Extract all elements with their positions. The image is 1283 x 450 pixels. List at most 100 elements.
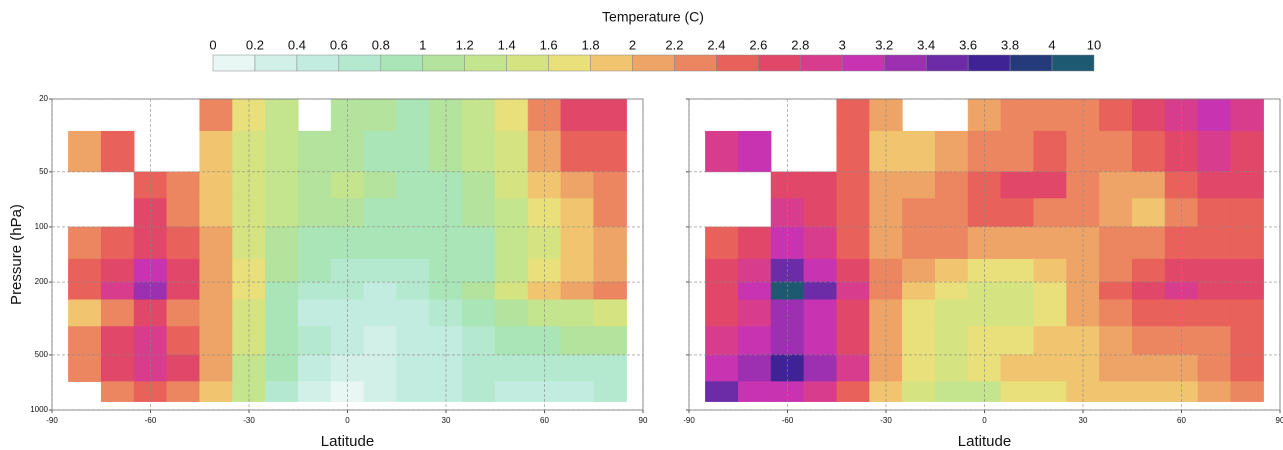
contour-cell bbox=[199, 171, 233, 199]
contour-cell bbox=[737, 354, 772, 382]
x-tick-label: -90 bbox=[46, 416, 58, 425]
contour-cell bbox=[836, 299, 870, 327]
colorbar-bin bbox=[800, 54, 843, 72]
colorbar-bin bbox=[380, 54, 424, 72]
contour-cell bbox=[560, 381, 595, 402]
contour-cell bbox=[705, 354, 739, 382]
contour-cell bbox=[1197, 354, 1232, 382]
colorbar-bin bbox=[1009, 54, 1053, 72]
contour-cell bbox=[705, 258, 739, 283]
contour-cell bbox=[1164, 299, 1199, 327]
contour-cell bbox=[967, 354, 1002, 382]
contour-cell bbox=[836, 258, 870, 283]
contour-cell bbox=[836, 354, 870, 382]
contour-cell bbox=[462, 326, 496, 356]
contour-cell bbox=[462, 381, 496, 402]
contour-cell bbox=[593, 299, 627, 327]
contour-cell bbox=[869, 226, 903, 260]
contour-cell bbox=[1033, 381, 1067, 402]
contour-cell bbox=[462, 130, 496, 173]
contour-cell bbox=[494, 381, 529, 402]
contour-cell bbox=[396, 299, 430, 327]
contour-cell bbox=[836, 326, 870, 356]
contour-cell bbox=[494, 130, 529, 173]
contour-cell bbox=[934, 171, 969, 199]
contour-cell bbox=[363, 354, 398, 382]
contour-cell bbox=[363, 171, 398, 199]
contour-cell bbox=[803, 171, 838, 199]
colorbar-label: 1.8 bbox=[582, 37, 600, 52]
colorbar-bin bbox=[254, 54, 298, 72]
contour-cell bbox=[560, 98, 595, 132]
contour-cell bbox=[1197, 98, 1232, 132]
y-tick-label: 500 bbox=[35, 350, 49, 359]
contour-cell bbox=[363, 226, 398, 260]
colorbar-label: 1.2 bbox=[456, 37, 474, 52]
contour-cell bbox=[1131, 381, 1166, 402]
contour-cell bbox=[396, 226, 430, 260]
y-tick-label: 20 bbox=[39, 94, 48, 103]
contour-cell bbox=[836, 281, 870, 301]
colorbar-label: 2.4 bbox=[707, 37, 725, 52]
contour-cell bbox=[1197, 326, 1232, 356]
contour-cell bbox=[836, 381, 870, 402]
colorbar-bin bbox=[338, 54, 382, 72]
colorbar-bin bbox=[632, 54, 675, 72]
contour-cell bbox=[560, 226, 595, 260]
contour-cell bbox=[1197, 299, 1232, 327]
contour-cell bbox=[803, 198, 838, 228]
contour-cell bbox=[396, 171, 430, 199]
y-tick-label: 100 bbox=[35, 222, 49, 231]
contour-cell bbox=[1230, 299, 1264, 327]
contour-cell bbox=[199, 226, 233, 260]
contour-cell bbox=[527, 226, 562, 260]
contour-cell bbox=[494, 98, 529, 132]
contour-cell bbox=[1000, 171, 1035, 199]
contour-cell bbox=[934, 299, 969, 327]
contour-cell bbox=[560, 130, 595, 173]
x-tick-label: 60 bbox=[540, 416, 549, 425]
colorbar-label: 2 bbox=[629, 37, 636, 52]
plot-frame bbox=[688, 98, 1281, 411]
colorbar-bin bbox=[212, 54, 256, 72]
contour-cell bbox=[1033, 226, 1067, 260]
contour-cell bbox=[869, 198, 903, 228]
contour-cell bbox=[297, 381, 332, 402]
colorbar-label: 1.4 bbox=[498, 37, 516, 52]
contour-cell bbox=[133, 198, 168, 228]
contour-cell bbox=[100, 326, 135, 356]
contour-cell bbox=[1099, 130, 1133, 173]
contour-cell bbox=[803, 381, 838, 402]
contour-cell bbox=[934, 226, 969, 260]
contour-cell bbox=[68, 281, 102, 301]
contour-cell bbox=[68, 326, 102, 356]
contour-cell bbox=[330, 299, 365, 327]
contour-cell bbox=[593, 354, 627, 382]
contour-cell bbox=[429, 226, 463, 260]
contour-cell bbox=[1033, 171, 1067, 199]
contour-cell bbox=[363, 198, 398, 228]
contour-cell bbox=[199, 354, 233, 382]
colorbar-bin bbox=[506, 54, 549, 72]
contour-cell bbox=[297, 171, 332, 199]
contour-cell bbox=[429, 354, 463, 382]
y-tick-label: 200 bbox=[35, 277, 49, 286]
colorbar-bin bbox=[967, 54, 1011, 72]
contour-cell bbox=[1000, 381, 1035, 402]
contour-cell bbox=[803, 326, 838, 356]
contour-cell bbox=[934, 326, 969, 356]
contour-cell bbox=[1131, 281, 1166, 301]
contour-cell bbox=[396, 281, 430, 301]
contour-cell bbox=[934, 281, 969, 301]
contour-cell bbox=[737, 258, 772, 283]
contour-cell bbox=[934, 130, 969, 173]
contour-cell bbox=[1000, 198, 1035, 228]
contour-cell bbox=[265, 130, 299, 173]
contour-cell bbox=[133, 226, 168, 260]
contour-cell bbox=[1131, 130, 1166, 173]
contour-cell bbox=[1000, 299, 1035, 327]
contour-cell bbox=[1131, 171, 1166, 199]
contour-cell bbox=[1099, 198, 1133, 228]
contour-cell bbox=[527, 299, 562, 327]
